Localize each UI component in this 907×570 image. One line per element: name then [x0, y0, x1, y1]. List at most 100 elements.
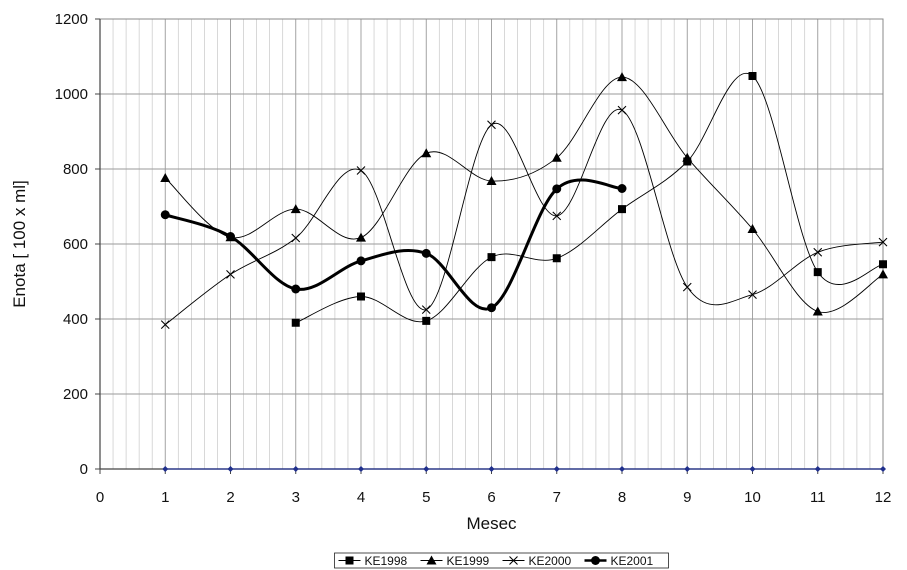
- data-point-ke2000: [421, 305, 431, 315]
- y-tick-label: 1000: [55, 86, 88, 103]
- data-point-ke2001: [291, 284, 301, 294]
- data-point-baseline-4: [814, 466, 821, 472]
- marker-stroke: [878, 237, 888, 247]
- legend-marker-ke2001: [591, 556, 600, 565]
- marker-stroke: [487, 120, 496, 130]
- marker-stroke: [291, 233, 301, 243]
- data-point-ke1999: [812, 306, 823, 316]
- series-group: [160, 72, 888, 472]
- data-point-ke1998: [748, 72, 757, 80]
- x-tick-label: 11: [810, 489, 826, 506]
- y-tick-label: 0: [80, 461, 88, 478]
- x-tick-label: 12: [875, 489, 892, 506]
- x-tick-label: 9: [683, 489, 691, 506]
- data-point-ke2000: [682, 282, 692, 292]
- data-point-baseline-4: [749, 466, 756, 472]
- x-tick-label: 4: [357, 489, 365, 506]
- x-tick-label: 8: [618, 489, 626, 506]
- legend-marker-ke1999: [426, 555, 437, 565]
- data-point-baseline-4: [227, 466, 234, 472]
- series-line-ke1999: [164, 76, 884, 313]
- data-point-ke1998: [291, 318, 300, 327]
- data-point-ke2000: [160, 320, 170, 330]
- y-axis-title: Enota [ 100 x ml]: [10, 180, 29, 308]
- legend: KE1998 KE1999 KE2000 KE2001: [334, 552, 669, 569]
- data-point-ke2001: [226, 232, 235, 241]
- data-point-baseline-4: [162, 466, 169, 472]
- marker-stroke: [748, 290, 757, 300]
- data-point-ke2001: [552, 184, 562, 194]
- x-tick-label: 10: [744, 489, 761, 506]
- x-tick-label: 2: [226, 489, 234, 506]
- data-point-ke2000: [878, 237, 888, 247]
- data-point-ke2000: [487, 120, 496, 130]
- data-point-baseline-4: [553, 466, 560, 472]
- data-point-ke1998: [552, 254, 561, 263]
- data-point-ke1999: [682, 152, 693, 162]
- y-tick-label: 400: [63, 311, 88, 328]
- data-point-baseline-4: [684, 466, 691, 472]
- data-point-ke2001: [421, 248, 431, 258]
- data-point-ke2000: [748, 290, 757, 300]
- x-tick-label: 5: [422, 489, 430, 506]
- legend-item-ke1999: KE1999: [420, 554, 490, 568]
- data-point-baseline-4: [423, 466, 430, 472]
- data-point-ke1999: [356, 232, 366, 242]
- data-point-baseline-4: [488, 466, 495, 472]
- marker-stroke: [552, 211, 562, 221]
- data-point-ke2000: [291, 233, 301, 243]
- data-point-ke2000: [617, 105, 627, 115]
- data-point-ke1999: [878, 269, 888, 279]
- marker-stroke: [356, 166, 366, 175]
- data-point-ke1999: [747, 224, 758, 233]
- y-tick-label: 1200: [55, 11, 88, 28]
- x-tick-label: 1: [161, 489, 169, 506]
- data-point-ke1998: [357, 292, 365, 301]
- grid: [99, 18, 884, 470]
- legend-label-ke1999: KE1999: [447, 554, 490, 568]
- x-tick-label: 7: [553, 489, 561, 506]
- data-point-ke1999: [617, 72, 627, 82]
- data-point-ke1998: [879, 260, 887, 269]
- data-point-ke2001: [160, 210, 170, 220]
- legend-box: [334, 552, 669, 569]
- data-point-ke2000: [226, 269, 235, 279]
- legend-item-ke1998: KE1998: [338, 554, 408, 568]
- marker-stroke: [813, 247, 823, 257]
- series-line-ke2000: [165, 109, 884, 325]
- data-point-ke2001: [487, 303, 496, 313]
- legend-marker-ke2000: [509, 556, 518, 565]
- data-point-baseline-4: [358, 466, 364, 472]
- marker-stroke: [421, 305, 431, 315]
- data-point-ke2001: [617, 184, 627, 193]
- x-tick-label: 0: [96, 489, 104, 506]
- legend-label-ke2001: KE2001: [611, 554, 654, 568]
- data-point-ke1999: [551, 152, 562, 162]
- y-tick-label: 200: [63, 386, 88, 403]
- series-ke2000: [160, 105, 888, 330]
- data-point-ke1998: [487, 253, 496, 262]
- legend-marker-ke1998: [345, 556, 354, 565]
- data-point-baseline-4: [619, 466, 625, 472]
- y-tick-label: 800: [63, 161, 88, 178]
- data-point-ke1998: [422, 316, 431, 325]
- legend-item-ke2001: KE2001: [584, 554, 654, 568]
- data-point-baseline-4: [880, 466, 886, 472]
- data-point-ke1999: [421, 148, 432, 158]
- legend-label-ke2000: KE2000: [529, 554, 572, 568]
- data-point-baseline-4: [292, 466, 299, 472]
- data-point-ke2000: [356, 166, 366, 175]
- axes: [95, 18, 884, 474]
- y-tick-label: 600: [63, 236, 88, 253]
- legend-item-ke2000: KE2000: [502, 554, 572, 568]
- x-axis-title: Mesec: [466, 514, 517, 533]
- data-point-ke1999: [486, 176, 497, 185]
- marker-stroke: [509, 556, 518, 565]
- data-point-ke1999: [160, 173, 171, 182]
- data-point-ke2000: [552, 211, 562, 221]
- data-point-ke2001: [356, 256, 366, 266]
- marker-stroke: [617, 105, 627, 115]
- data-point-ke1999: [290, 204, 301, 214]
- data-point-ke2000: [813, 247, 823, 257]
